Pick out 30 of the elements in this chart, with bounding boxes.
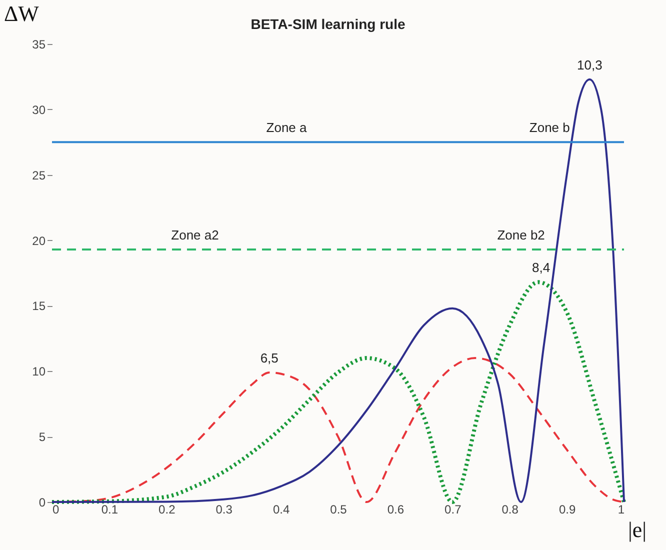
line-series	[51, 78, 625, 503]
y-axis-title: ΔW	[4, 1, 40, 26]
annotation: Zone b2	[497, 227, 545, 242]
x-tick-label: 0.7	[444, 502, 462, 516]
annotation: Zone a	[266, 120, 308, 136]
x-tick-label: 0	[52, 502, 60, 516]
y-tick-label: 10	[32, 364, 46, 379]
x-tick-label: 0.1	[101, 502, 118, 516]
annotation: Zone a2	[171, 227, 219, 242]
x-axis-title: |e|	[628, 517, 647, 542]
x-tick-label: 0.6	[387, 502, 404, 516]
annotation: 8,4	[532, 260, 550, 276]
y-tick-label: 20	[32, 234, 46, 248]
y-tick-label: 5	[38, 430, 46, 444]
annotation: Zone b	[529, 120, 570, 136]
x-tick-label: 1	[618, 502, 625, 516]
y-tick-label: 25	[32, 168, 46, 182]
y-tick-label: 35	[32, 38, 46, 52]
line-series	[50, 280, 626, 504]
x-tick-label: 0.9	[558, 502, 576, 516]
annotation: 6,5	[260, 350, 278, 366]
x-tick-label: 0.3	[216, 502, 233, 516]
y-tick-label: 15	[32, 299, 46, 314]
x-tick-label: 0.5	[330, 502, 348, 516]
x-tick-label: 0.2	[158, 502, 176, 516]
y-tick-label: 30	[32, 102, 46, 117]
annotation: 10,3	[577, 57, 602, 72]
chart-title: BETA-SIM learning rule	[250, 16, 406, 32]
x-tick-label: 0.8	[502, 502, 519, 516]
x-tick-label: 0.4	[272, 502, 290, 516]
